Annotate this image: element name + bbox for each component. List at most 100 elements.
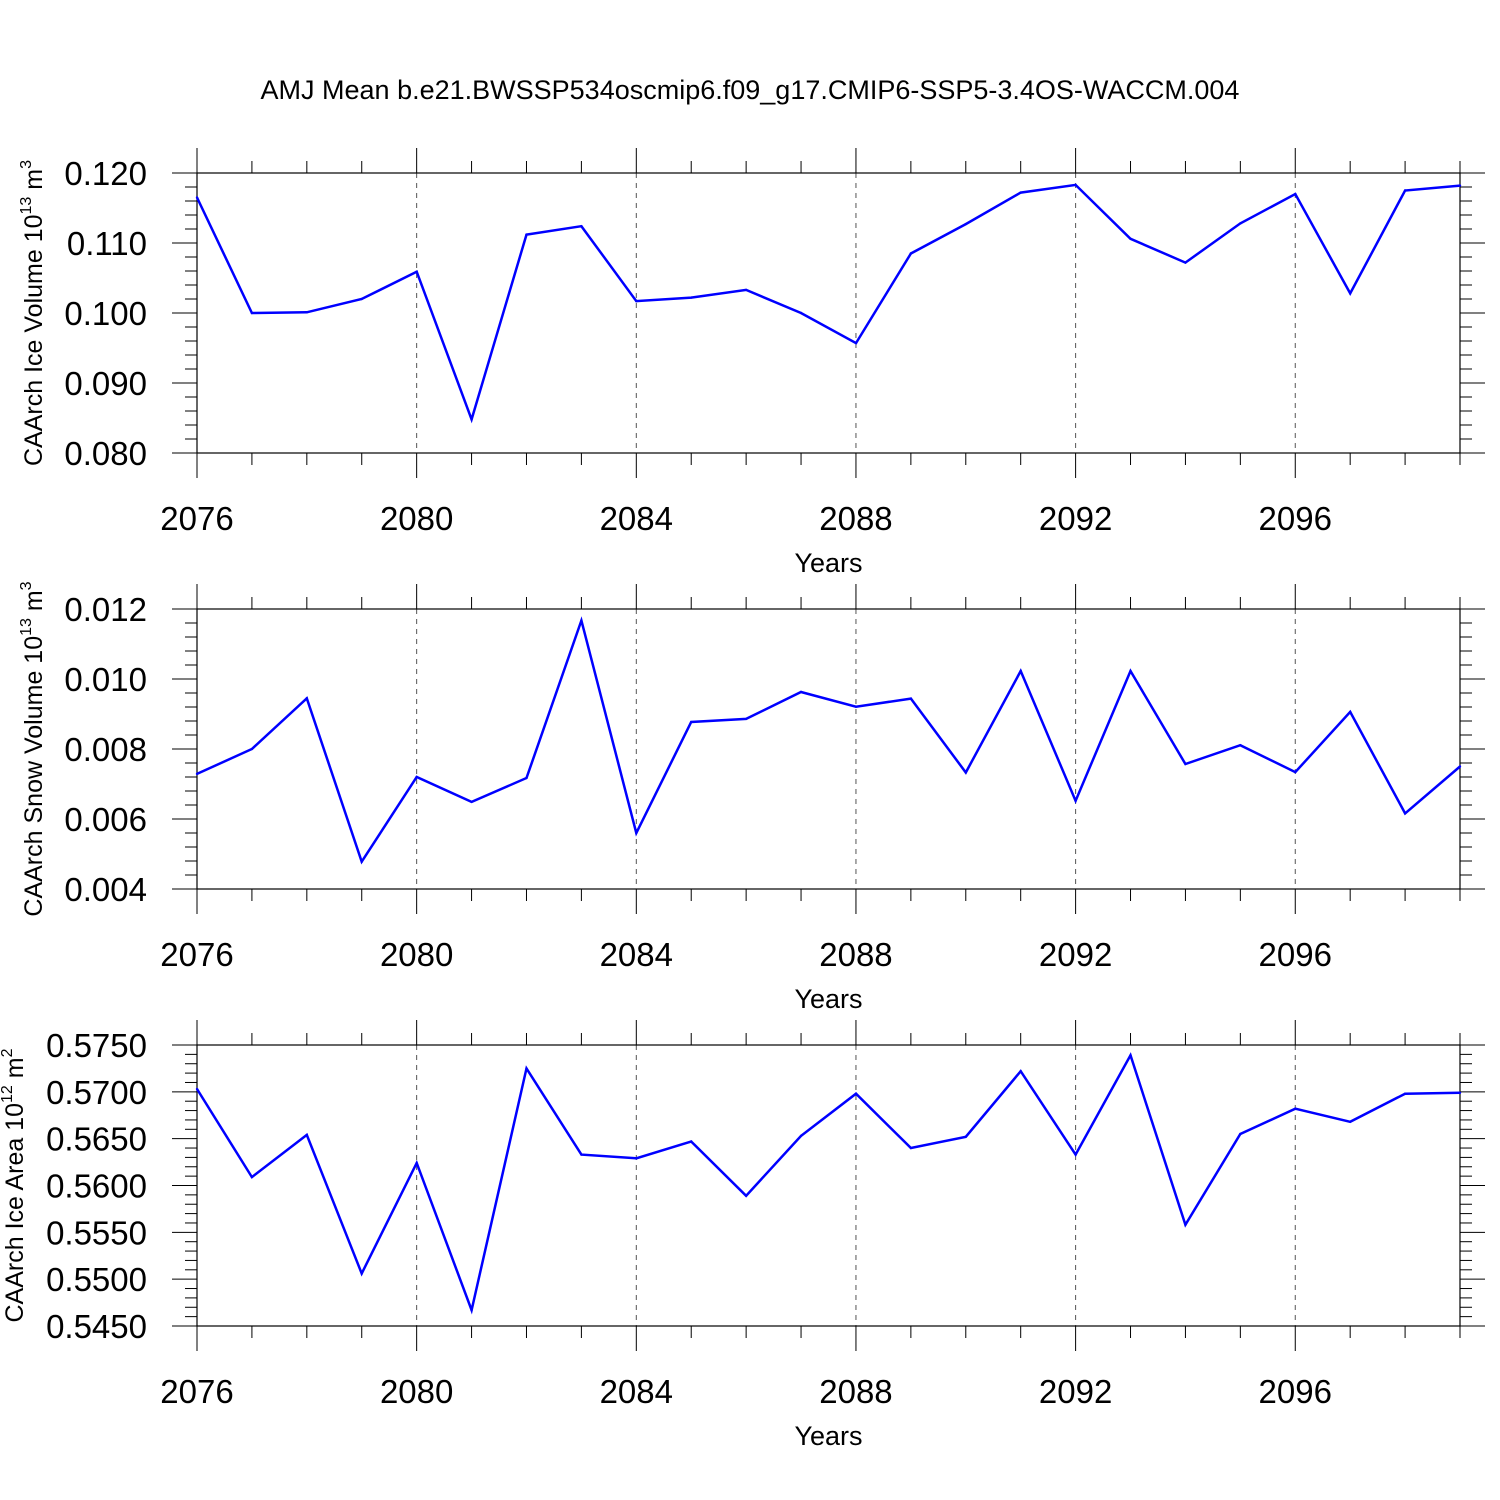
- data-point: [360, 860, 363, 863]
- data-point: [854, 341, 858, 345]
- data-point: [854, 1092, 858, 1095]
- data-point: [1074, 183, 1077, 187]
- data-point: [1184, 261, 1187, 264]
- y-tick-label: 0.006: [64, 801, 147, 838]
- x-axis-label: Years: [794, 548, 862, 578]
- figure-title: AMJ Mean b.e21.BWSSP534oscmip6.f09_g17.C…: [261, 75, 1240, 105]
- data-point: [415, 775, 418, 779]
- y-tick-label: 0.010: [64, 661, 147, 698]
- data-point: [744, 717, 748, 721]
- y-tick-label: 0.5700: [46, 1074, 147, 1111]
- y-tick-label: 0.004: [64, 871, 147, 908]
- data-point: [1348, 710, 1352, 714]
- y-axis-label: CAArch Ice Area 1012 m2: [0, 1048, 29, 1322]
- x-tick-label: 2092: [1039, 500, 1112, 537]
- x-tick-label: 2080: [380, 936, 453, 973]
- data-point: [1019, 669, 1022, 673]
- y-axis-label-unit: m: [1, 1057, 29, 1085]
- data-point: [1239, 1132, 1242, 1136]
- y-tick-label: 0.090: [64, 365, 147, 402]
- data-point: [1458, 184, 1462, 187]
- y-tick-label: 0.080: [64, 435, 147, 472]
- x-tick-label: 2096: [1259, 936, 1332, 973]
- data-point: [909, 697, 913, 700]
- y-tick-label: 0.100: [64, 295, 147, 332]
- y-tick-label: 0.5450: [46, 1308, 147, 1345]
- x-tick-label: 2096: [1259, 1373, 1332, 1410]
- data-point: [195, 196, 199, 199]
- data-point: [635, 1157, 638, 1160]
- data-point: [1294, 1107, 1297, 1110]
- data-point: [1458, 1091, 1462, 1094]
- x-tick-label: 2076: [160, 500, 233, 537]
- y-axis-label-unit: m: [20, 169, 48, 197]
- x-tick-label: 2080: [380, 1373, 453, 1410]
- data-point: [1458, 765, 1462, 768]
- y-axis-label-text: CAArch Snow Volume 10: [20, 636, 48, 917]
- data-point: [470, 418, 473, 421]
- y-axis-label-unit-exponent: 3: [18, 581, 35, 590]
- data-point: [195, 1087, 199, 1091]
- data-point: [909, 1146, 913, 1150]
- x-axis-label: Years: [794, 984, 862, 1014]
- data-point: [1074, 799, 1077, 802]
- y-axis-label-exponent: 13: [18, 618, 35, 636]
- data-point: [964, 1135, 967, 1138]
- x-axis-label: Years: [794, 1421, 862, 1451]
- y-axis-label-text: CAArch Ice Area 10: [1, 1103, 29, 1323]
- data-point: [854, 705, 858, 708]
- series-line: [195, 1052, 1461, 1315]
- x-tick-label: 2084: [600, 1373, 673, 1410]
- data-point: [305, 311, 309, 314]
- data-point: [690, 1140, 693, 1143]
- x-tick-label: 2080: [380, 500, 453, 537]
- x-tick-label: 2076: [160, 1373, 233, 1410]
- data-point: [195, 772, 199, 776]
- y-axis-label: CAArch Ice Volume 1013 m3: [18, 160, 48, 466]
- data-point: [1129, 669, 1132, 673]
- y-tick-label: 0.110: [67, 225, 147, 262]
- y-axis-label-text: CAArch Ice Volume 10: [20, 214, 48, 466]
- data-point: [635, 299, 638, 303]
- x-tick-label: 2088: [819, 1373, 892, 1410]
- y-tick-label: 0.012: [64, 591, 147, 628]
- data-point: [690, 296, 693, 299]
- data-point: [525, 233, 528, 236]
- data-point: [1403, 1092, 1407, 1095]
- data-point: [1184, 1223, 1187, 1227]
- data-point: [1294, 192, 1297, 196]
- y-axis-label: CAArch Snow Volume 1013 m3: [18, 581, 48, 916]
- y-axis-label-unit: m: [20, 590, 48, 618]
- x-tick-label: 2088: [819, 500, 892, 537]
- y-axis-label-unit-exponent: 2: [0, 1048, 16, 1057]
- y-axis-label-exponent: 13: [18, 197, 35, 215]
- data-point: [360, 1272, 363, 1275]
- data-point: [305, 697, 309, 700]
- x-tick-label: 2084: [600, 500, 673, 537]
- data-point: [1348, 1120, 1352, 1124]
- x-tick-label: 2088: [819, 936, 892, 973]
- x-tick-label: 2096: [1259, 500, 1332, 537]
- data-point: [250, 311, 254, 315]
- data-point: [799, 690, 803, 694]
- x-tick-label: 2076: [160, 936, 233, 973]
- series-line: [195, 183, 1461, 424]
- data-point: [635, 831, 638, 835]
- y-axis-label-exponent: 12: [0, 1085, 16, 1103]
- data-point: [415, 270, 418, 273]
- data-point: [1019, 191, 1022, 194]
- chart-panel-2: 2076 2080 2084 2088 2092 2096 0.004 0.006 0.008 0…: [18, 581, 1485, 1014]
- data-point: [1129, 237, 1132, 240]
- data-point: [250, 1175, 254, 1179]
- y-tick-label: 0.120: [64, 155, 147, 192]
- data-point: [470, 1308, 473, 1312]
- data-point: [799, 311, 803, 315]
- y-tick-label: 0.5600: [46, 1168, 147, 1205]
- data-point: [909, 252, 913, 255]
- data-point: [415, 1161, 418, 1165]
- data-point: [1403, 812, 1407, 815]
- data-point: [1403, 189, 1407, 192]
- data-point: [744, 288, 748, 292]
